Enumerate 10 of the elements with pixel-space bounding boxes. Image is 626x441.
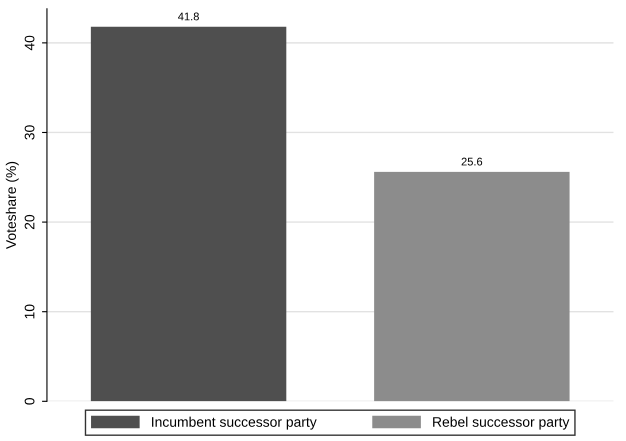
y-tick-label: 40 [24, 36, 34, 50]
y-axis-title: Voteshare (%) [6, 162, 19, 250]
legend-label: Incumbent successor party [152, 416, 317, 430]
y-tick-label: 0 [24, 398, 34, 405]
y-tick-label: 10 [24, 304, 34, 318]
data-label: 25.6 [462, 158, 482, 166]
y-tick-label: 30 [24, 125, 34, 140]
data-label: 41.8 [178, 12, 199, 20]
legend-label: Rebel successor party [433, 416, 570, 430]
y-tick-label: 20 [24, 214, 34, 230]
